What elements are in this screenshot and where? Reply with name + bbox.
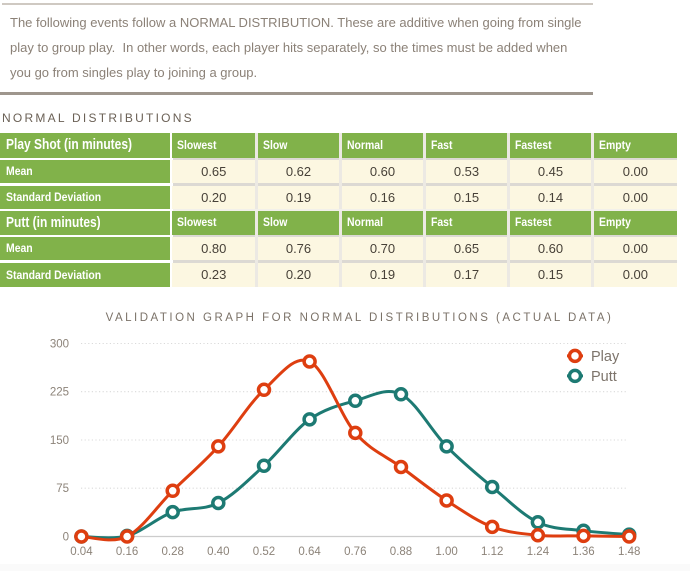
- svg-text:1.12: 1.12: [481, 546, 503, 558]
- svg-text:1.24: 1.24: [527, 546, 550, 558]
- svg-text:75: 75: [56, 483, 69, 495]
- svg-text:Play: Play: [591, 349, 620, 365]
- svg-text:225: 225: [50, 387, 69, 399]
- svg-text:Putt: Putt: [591, 369, 617, 385]
- svg-text:0.52: 0.52: [253, 546, 275, 558]
- svg-text:0: 0: [63, 532, 69, 544]
- svg-text:0.40: 0.40: [207, 546, 229, 558]
- svg-text:0.76: 0.76: [344, 546, 366, 558]
- svg-text:0.28: 0.28: [162, 546, 184, 558]
- svg-text:150: 150: [50, 435, 69, 447]
- svg-text:0.04: 0.04: [70, 546, 93, 558]
- svg-text:1.48: 1.48: [618, 546, 640, 558]
- svg-text:300: 300: [50, 339, 69, 351]
- svg-text:1.00: 1.00: [435, 546, 457, 558]
- svg-text:0.64: 0.64: [298, 546, 321, 558]
- svg-text:0.88: 0.88: [390, 546, 412, 558]
- svg-text:0.16: 0.16: [116, 546, 138, 558]
- svg-text:1.36: 1.36: [572, 546, 594, 558]
